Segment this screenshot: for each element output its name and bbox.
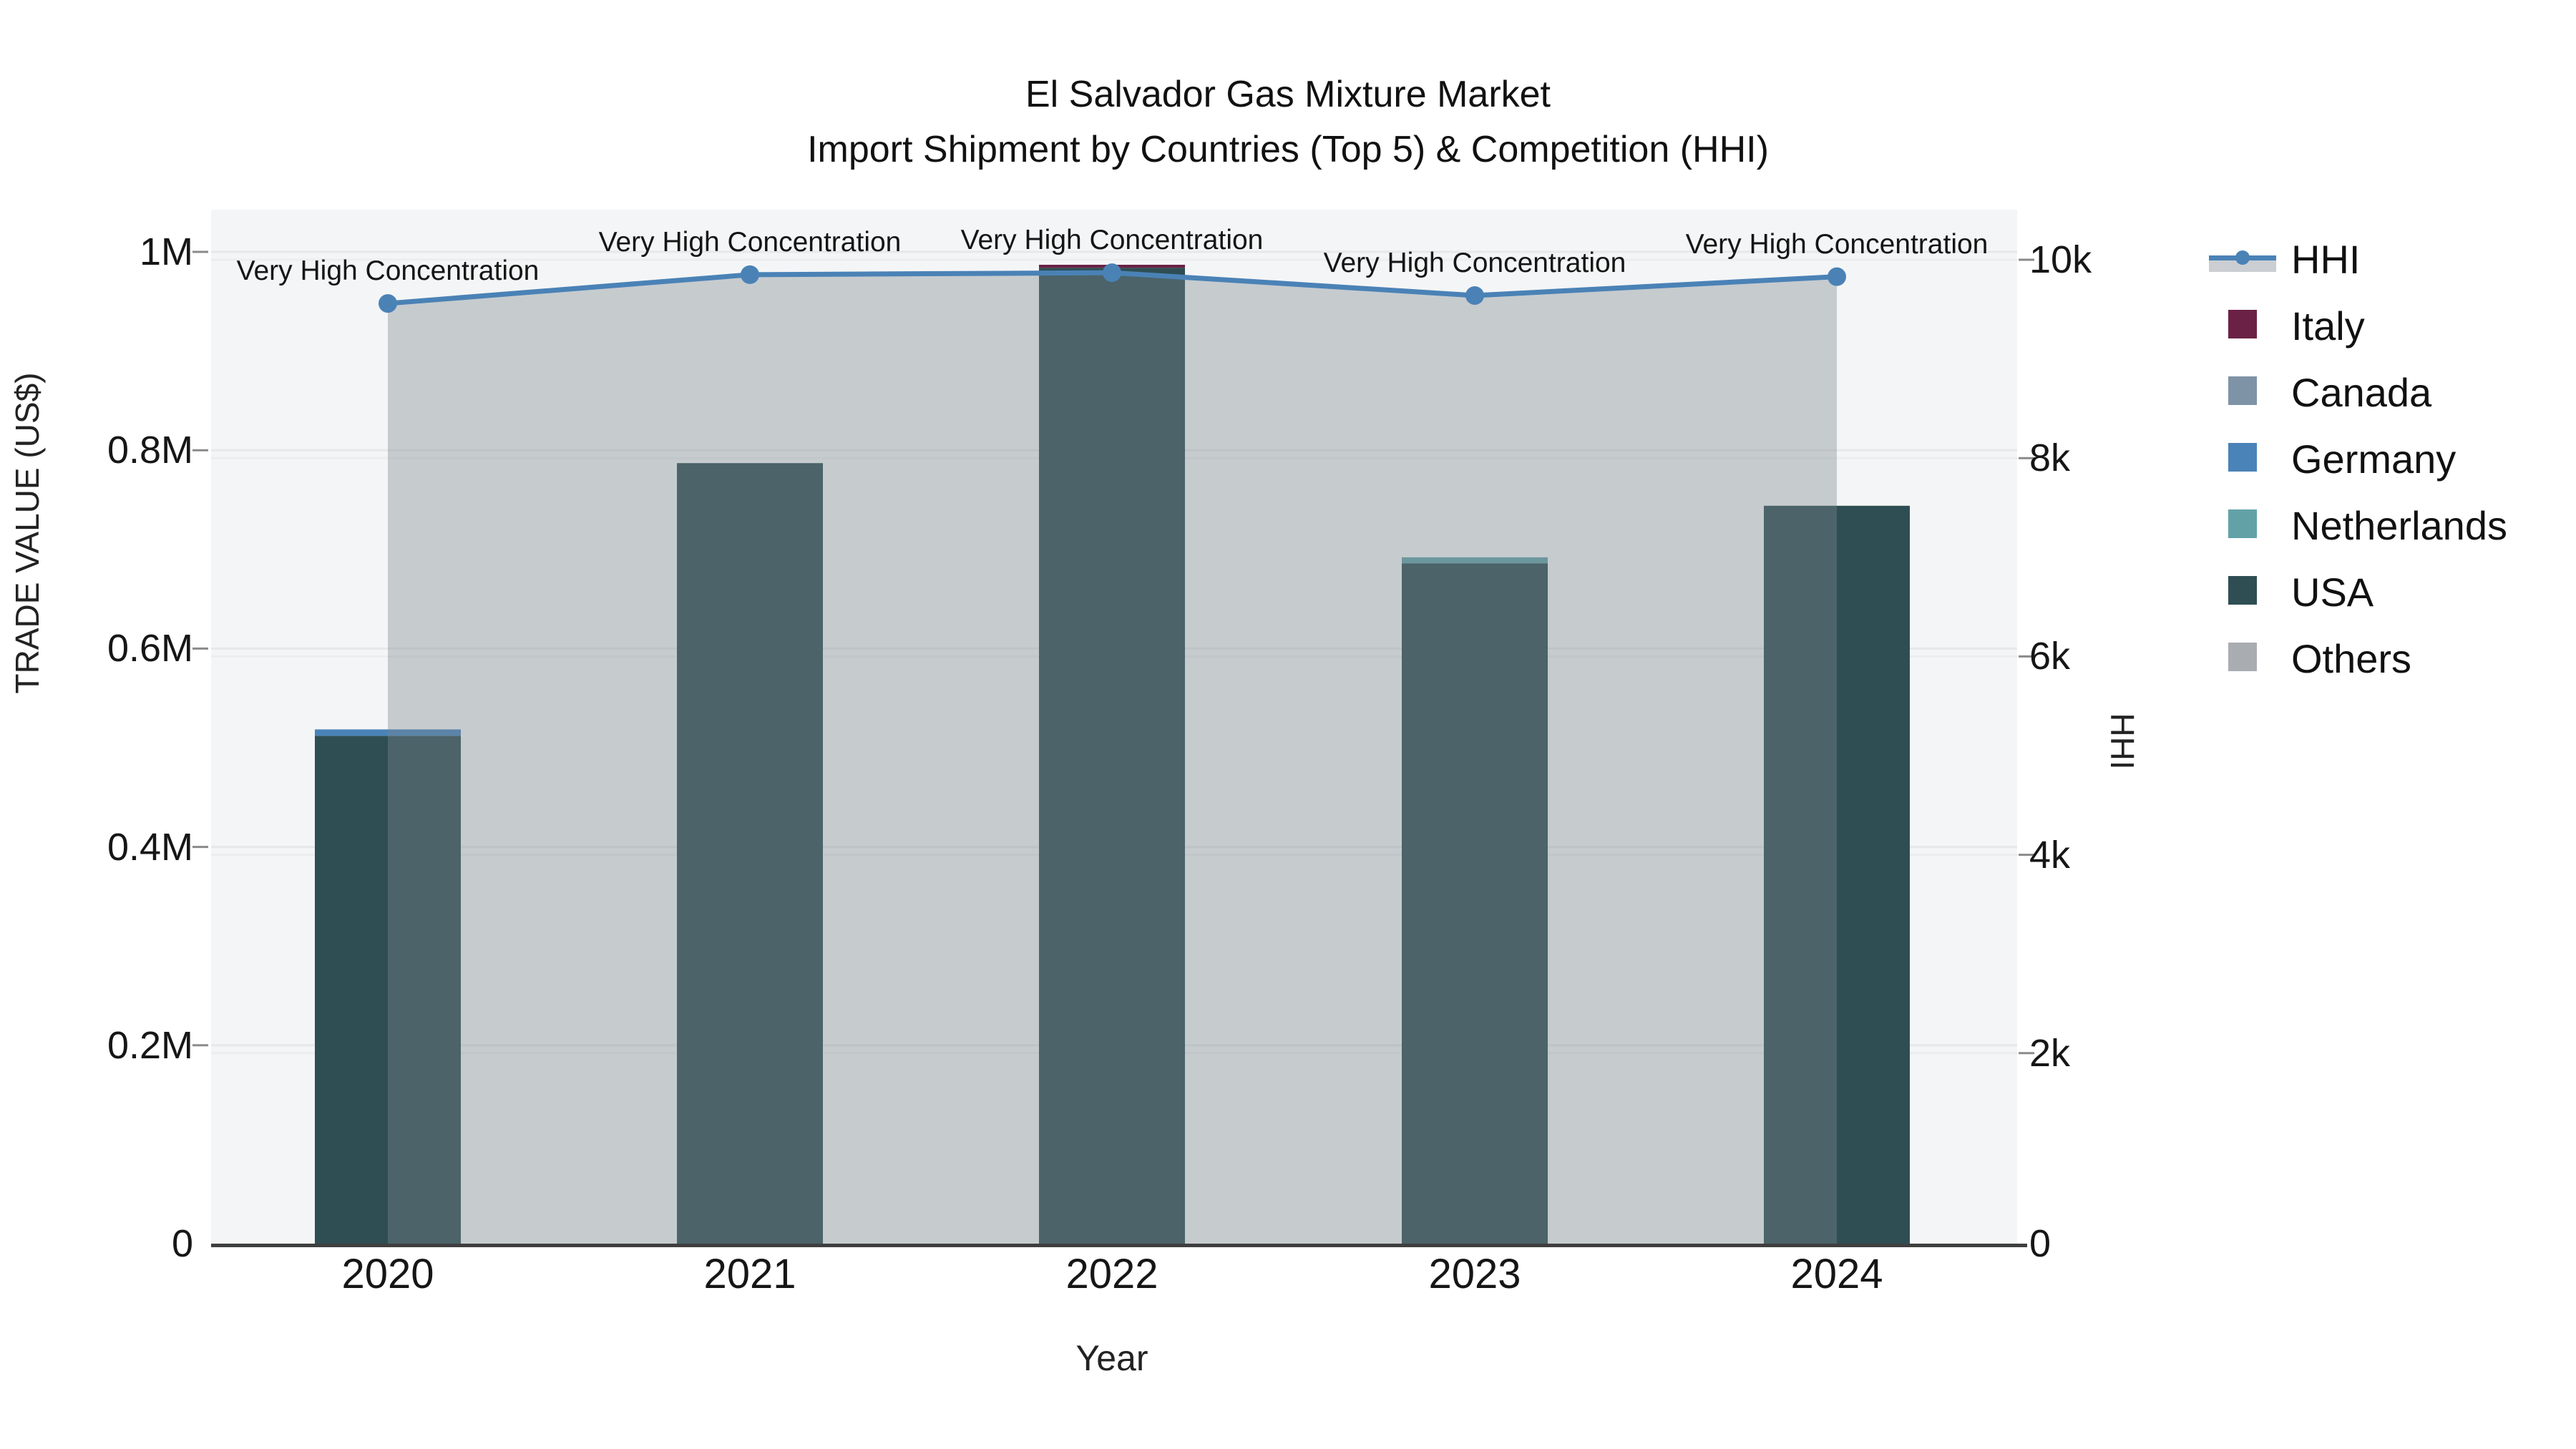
legend-label-hhi: HHI <box>2291 236 2361 282</box>
hhi-marker-2022 <box>1103 263 1121 283</box>
legend-color-swatch-others <box>2209 643 2276 674</box>
legend-label-others: Others <box>2291 635 2412 681</box>
x-tick-label-2023: 2023 <box>1428 1251 1521 1297</box>
bar-segment-usa-2022 <box>1039 268 1185 1244</box>
legend-label-usa: USA <box>2291 569 2374 615</box>
legend-hhi-marker-dot <box>2235 250 2250 265</box>
hhi-area-fill <box>388 273 1837 1244</box>
legend-color-swatch-canada <box>2209 376 2276 408</box>
y-right-tick-label-10k: 10k <box>2029 238 2092 281</box>
legend-label-italy: Italy <box>2291 303 2365 348</box>
y-left-tick-label-0: 0 <box>171 1222 193 1265</box>
hhi-marker-2024 <box>1828 267 1846 286</box>
y-left-tick-label-1M: 1M <box>139 230 193 273</box>
chart-title: El Salvador Gas Mixture Market Import Sh… <box>0 67 2576 177</box>
legend-label-netherlands: Netherlands <box>2291 502 2507 548</box>
y-right-tick-label-8k: 8k <box>2029 436 2071 480</box>
legend-item-italy[interactable]: Italy <box>2209 303 2507 348</box>
hhi-marker-2021 <box>741 265 759 284</box>
legend-hhi-area-band <box>2209 260 2276 272</box>
bar-segment-usa-2024 <box>1764 505 1910 1244</box>
legend-square-others <box>2228 643 2257 671</box>
x-tick-label-2021: 2021 <box>703 1251 796 1297</box>
annotation-2020: Very High Concentration <box>236 255 540 287</box>
legend-label-germany: Germany <box>2291 436 2457 482</box>
chart-title-line1: El Salvador Gas Mixture Market <box>1025 74 1551 115</box>
legend: HHI Italy Canada Germany Netherlands USA Other… <box>2209 236 2507 681</box>
y-left-tick-label-0.8M: 0.8M <box>107 429 193 472</box>
legend-label-canada: Canada <box>2291 369 2432 415</box>
legend-color-swatch-netherlands <box>2209 509 2276 541</box>
annotation-2021: Very High Concentration <box>598 226 902 258</box>
legend-item-canada[interactable]: Canada <box>2209 369 2507 415</box>
y-right-tick-label-6k: 6k <box>2029 635 2071 678</box>
x-axis-line <box>211 1244 2027 1247</box>
legend-color-swatch-germany <box>2209 443 2276 474</box>
x-tick-label-2024: 2024 <box>1790 1251 1883 1297</box>
legend-square-canada <box>2228 376 2257 405</box>
legend-square-italy <box>2228 310 2257 338</box>
bar-segment-netherlands-2023 <box>1402 557 1548 564</box>
y-left-tick-label-0.6M: 0.6M <box>107 627 193 670</box>
y-right-tick-label-2k: 2k <box>2029 1031 2071 1075</box>
y-right-tick-label-0: 0 <box>2029 1222 2051 1265</box>
y-left-tick-label-0.2M: 0.2M <box>107 1023 193 1067</box>
legend-color-swatch-usa <box>2209 576 2276 608</box>
y-right-tick-label-4k: 4k <box>2029 833 2071 877</box>
legend-item-germany[interactable]: Germany <box>2209 436 2507 482</box>
legend-hhi-line-swatch <box>2209 243 2276 275</box>
legend-square-netherlands <box>2228 509 2257 538</box>
y-axis-right-title: HHI <box>2104 713 2141 770</box>
legend-color-swatch-italy <box>2209 310 2276 341</box>
legend-square-usa <box>2228 576 2257 605</box>
legend-item-hhi[interactable]: HHI <box>2209 236 2507 282</box>
legend-item-usa[interactable]: USA <box>2209 569 2507 615</box>
hhi-marker-2023 <box>1465 286 1484 305</box>
legend-square-germany <box>2228 443 2257 472</box>
legend-item-netherlands[interactable]: Netherlands <box>2209 502 2507 548</box>
bar-segment-usa-2020 <box>315 736 461 1244</box>
x-tick-label-2022: 2022 <box>1065 1251 1158 1297</box>
x-axis-title: Year <box>1075 1338 1148 1378</box>
x-tick-label-2020: 2020 <box>341 1251 434 1297</box>
annotation-2023: Very High Concentration <box>1323 247 1626 278</box>
bar-segment-germany-2020 <box>315 729 461 736</box>
bar-segment-usa-2023 <box>1402 563 1548 1244</box>
bar-segment-usa-2021 <box>677 463 823 1244</box>
annotation-2022: Very High Concentration <box>960 225 1264 256</box>
chart-title-line2: Import Shipment by Countries (Top 5) & C… <box>807 129 1769 170</box>
annotation-2024: Very High Concentration <box>1685 228 1989 260</box>
legend-item-others[interactable]: Others <box>2209 635 2507 681</box>
y-left-tick-label-0.4M: 0.4M <box>107 825 193 869</box>
hhi-marker-2020 <box>379 294 397 313</box>
